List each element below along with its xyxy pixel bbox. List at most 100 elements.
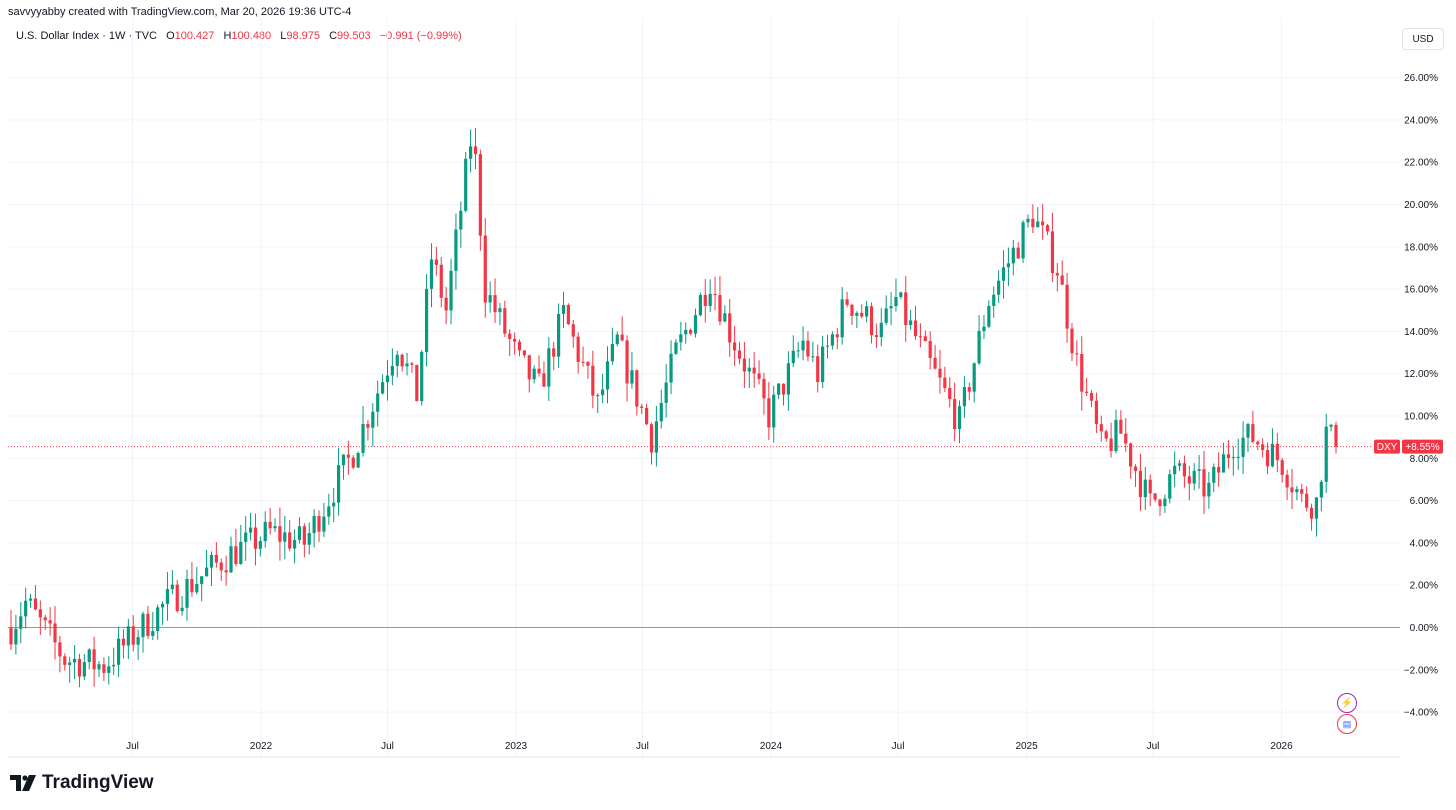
candle-body xyxy=(424,288,429,352)
candle-body xyxy=(1060,275,1064,285)
candle-body xyxy=(586,362,590,366)
currency-button[interactable]: USD xyxy=(1402,28,1444,50)
candle-body xyxy=(1256,441,1260,445)
us-flag-event-icon[interactable]: ▤ xyxy=(1337,714,1357,734)
candle-body xyxy=(136,637,140,645)
lightning-event-icon[interactable]: ⚡ xyxy=(1337,693,1357,713)
candle-body xyxy=(439,264,443,298)
candle-body xyxy=(957,406,962,430)
y-tick-label: 22.00% xyxy=(1404,158,1438,169)
candle-body xyxy=(1300,489,1304,494)
candle-body xyxy=(273,526,277,529)
candle-body xyxy=(1295,489,1299,493)
candle-body xyxy=(708,293,712,306)
candle-body xyxy=(615,334,619,345)
candle-body xyxy=(1275,443,1279,461)
candle-body xyxy=(860,312,864,317)
candle-body xyxy=(1089,392,1094,401)
candle-body xyxy=(190,578,194,593)
candle-body xyxy=(596,395,600,397)
value-badge-text: +8.55% xyxy=(1405,442,1439,453)
candle-body xyxy=(899,292,903,297)
high-label: H xyxy=(223,30,232,42)
candle-body xyxy=(473,146,478,155)
time-axis: Jul 2022 Jul 2023 Jul 2024 Jul 2025 Jul 2026 xyxy=(126,741,1293,752)
candle-body xyxy=(1221,454,1226,473)
close-label: C xyxy=(329,30,338,42)
candle-body xyxy=(126,626,130,646)
candle-body xyxy=(1251,424,1255,442)
candle-body xyxy=(170,584,174,590)
candle-body xyxy=(1329,424,1333,427)
candle-body xyxy=(454,229,458,271)
candle-body xyxy=(43,617,47,621)
brand-name: TradingView xyxy=(42,772,154,793)
y-tick-label: −4.00% xyxy=(1404,708,1438,719)
candle-body xyxy=(1104,431,1108,439)
candle-body xyxy=(938,368,942,378)
candle-body xyxy=(811,356,815,358)
candle-body xyxy=(1231,457,1235,459)
candle-body xyxy=(713,293,717,296)
candle-body xyxy=(620,334,624,341)
candle-body xyxy=(478,154,482,236)
chart-caption: savvyyabby created with TradingView.com,… xyxy=(8,6,352,18)
candle-body xyxy=(689,329,693,334)
candle-body xyxy=(522,350,526,356)
candle-body xyxy=(1319,481,1323,498)
candle-body xyxy=(1280,460,1284,475)
candle-body xyxy=(1129,443,1133,467)
candle-body xyxy=(53,623,57,643)
candle-body xyxy=(1099,424,1103,432)
candle-body xyxy=(517,341,522,351)
candle-body xyxy=(542,373,546,387)
x-tick-label: Jul xyxy=(1147,741,1160,752)
candle-body xyxy=(239,541,243,565)
candle-body xyxy=(581,361,585,363)
candle-body xyxy=(566,305,570,325)
candle-body xyxy=(1285,474,1289,488)
candle-body xyxy=(415,364,419,402)
candle-body xyxy=(200,576,204,584)
candle-body xyxy=(884,308,888,323)
candle-body xyxy=(1241,437,1245,457)
candle-body xyxy=(953,399,957,430)
candle-body xyxy=(112,664,116,667)
candle-body xyxy=(468,146,473,159)
x-tick-label: 2025 xyxy=(1015,741,1038,752)
candle-body xyxy=(121,638,126,646)
candle-body xyxy=(1124,433,1128,444)
candle-body xyxy=(1148,479,1152,494)
candle-body xyxy=(420,351,424,402)
candles xyxy=(9,128,1338,688)
tradingview-logo: TradingView xyxy=(10,772,154,794)
candle-body xyxy=(659,402,663,422)
candle-body xyxy=(307,533,311,545)
candle-body xyxy=(376,393,380,412)
candle-body xyxy=(180,607,184,612)
y-tick-label: 24.00% xyxy=(1404,115,1438,126)
candle-body xyxy=(1045,225,1050,232)
candle-body xyxy=(141,613,145,638)
symbol-title[interactable]: U.S. Dollar Index · 1W · TVC xyxy=(16,30,157,42)
candle-body xyxy=(346,454,350,458)
candle-body xyxy=(889,306,893,309)
candle-body xyxy=(24,600,28,617)
candle-body xyxy=(1133,466,1138,472)
candle-body xyxy=(63,656,67,665)
y-tick-label: 16.00% xyxy=(1404,285,1438,296)
candle-body xyxy=(380,382,385,394)
candle-body xyxy=(224,570,228,573)
candle-body xyxy=(1031,218,1035,228)
candle-body xyxy=(527,355,531,380)
candle-body xyxy=(283,532,287,542)
candle-body xyxy=(390,365,394,376)
candle-body xyxy=(909,320,913,326)
candle-body xyxy=(322,516,326,532)
candle-body xyxy=(508,333,512,339)
candle-body xyxy=(977,331,981,364)
change-value: −0.991 (−0.99%) xyxy=(379,30,462,42)
candle-body xyxy=(385,375,390,383)
open-value: 100.427 xyxy=(174,30,215,42)
